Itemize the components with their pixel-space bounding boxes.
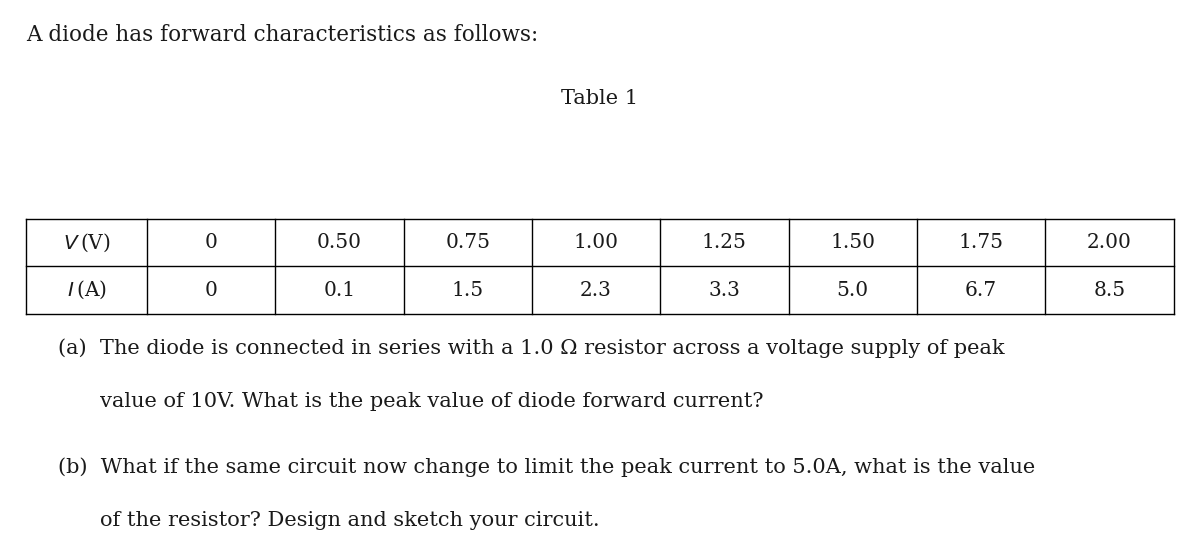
Text: 2.3: 2.3 bbox=[580, 281, 612, 300]
Text: of the resistor? Design and sketch your circuit.: of the resistor? Design and sketch your … bbox=[100, 511, 599, 530]
Text: 1.00: 1.00 bbox=[574, 233, 618, 252]
Text: 0.1: 0.1 bbox=[323, 281, 355, 300]
Text: A diode has forward characteristics as follows:: A diode has forward characteristics as f… bbox=[26, 24, 539, 47]
Text: 1.75: 1.75 bbox=[959, 233, 1003, 252]
Text: 2.00: 2.00 bbox=[1087, 233, 1132, 252]
Text: (a)  The diode is connected in series with a 1.0 Ω resistor across a voltage sup: (a) The diode is connected in series wit… bbox=[58, 338, 1004, 358]
Text: 0: 0 bbox=[204, 233, 217, 252]
Text: $I\,$(A): $I\,$(A) bbox=[67, 279, 107, 301]
Text: 0: 0 bbox=[204, 281, 217, 300]
Text: value of 10V. What is the peak value of diode forward current?: value of 10V. What is the peak value of … bbox=[100, 392, 763, 411]
Text: 1.5: 1.5 bbox=[451, 281, 484, 300]
Text: 1.50: 1.50 bbox=[830, 233, 875, 252]
Text: $V\,$(V): $V\,$(V) bbox=[62, 232, 110, 254]
Text: 8.5: 8.5 bbox=[1093, 281, 1126, 300]
Text: 0.50: 0.50 bbox=[317, 233, 362, 252]
Text: 3.3: 3.3 bbox=[708, 281, 740, 300]
Text: Table 1: Table 1 bbox=[562, 89, 638, 108]
Text: 5.0: 5.0 bbox=[836, 281, 869, 300]
Text: 6.7: 6.7 bbox=[965, 281, 997, 300]
Text: 1.25: 1.25 bbox=[702, 233, 746, 252]
Text: (b)  What if the same circuit now change to limit the peak current to 5.0A, what: (b) What if the same circuit now change … bbox=[58, 457, 1034, 477]
Text: 0.75: 0.75 bbox=[445, 233, 491, 252]
